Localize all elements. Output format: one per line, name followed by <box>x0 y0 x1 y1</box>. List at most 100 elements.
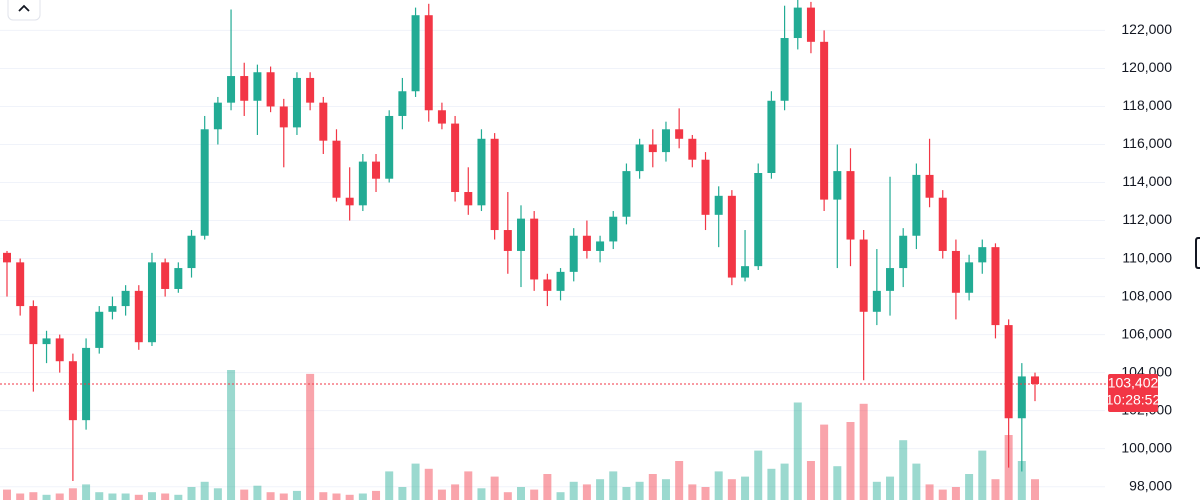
volume-bar <box>121 493 130 500</box>
candle-body <box>3 252 11 263</box>
volume-bar <box>411 463 420 500</box>
candle-body <box>675 129 684 139</box>
volume-bar <box>622 487 631 500</box>
candle-body <box>938 197 947 251</box>
volume-bar <box>266 492 275 500</box>
candle-body <box>582 235 591 251</box>
volume-bar <box>661 479 670 500</box>
volume-bar <box>846 422 855 500</box>
volume-bar <box>477 488 486 500</box>
volume-bar <box>3 489 11 500</box>
volume-bar <box>161 493 170 500</box>
volume-bar <box>582 484 591 500</box>
volume-bar <box>767 468 776 500</box>
volume-bar <box>372 490 381 500</box>
candle-body <box>213 102 222 130</box>
candle-body <box>820 41 829 200</box>
edge-handle[interactable] <box>1195 237 1200 269</box>
volume-bar <box>464 471 473 500</box>
volume-bar <box>872 481 881 500</box>
volume-bar <box>398 487 407 500</box>
candle-body <box>925 174 934 198</box>
candle-body <box>16 262 25 307</box>
candle-body <box>951 250 960 293</box>
candle-body <box>556 271 565 291</box>
volume-bar <box>174 494 183 500</box>
volume-bar <box>345 494 354 500</box>
candle-body <box>345 197 354 206</box>
volume-bar <box>965 474 974 500</box>
volume-bar <box>517 487 525 500</box>
volume-bar <box>490 476 499 500</box>
candle-body <box>569 235 578 272</box>
candle-body <box>912 174 921 236</box>
volume-bar <box>147 492 156 500</box>
volume-bar <box>925 484 934 500</box>
candle-body <box>635 144 644 172</box>
candle-body <box>609 216 618 242</box>
volume-bar <box>503 492 512 500</box>
volume-bar <box>319 492 328 500</box>
candle-body <box>385 115 394 179</box>
button-frame[interactable] <box>7 0 41 21</box>
volume-bar <box>754 450 763 500</box>
candle-body <box>661 129 670 153</box>
volume-bar <box>42 494 51 500</box>
volume-bar <box>16 493 25 500</box>
candle-body <box>872 290 881 312</box>
volume-bar <box>635 481 644 500</box>
candle-body <box>793 7 802 39</box>
volume-bar <box>938 489 947 500</box>
candle-body <box>108 306 117 312</box>
candle-body <box>727 195 736 278</box>
candle-body <box>266 72 275 107</box>
volume-bar <box>55 493 64 500</box>
y-tick-label: 108,000 <box>1121 287 1172 303</box>
candle-body <box>859 239 868 312</box>
volume-bar <box>200 481 209 500</box>
countdown-label: 10:28:52 <box>1106 392 1161 408</box>
collapse-button[interactable] <box>7 0 41 21</box>
volume-bar <box>451 484 460 500</box>
candle-body <box>503 230 512 251</box>
candle-body <box>29 306 38 345</box>
candle-body <box>701 159 710 215</box>
candle-body <box>372 161 381 179</box>
y-tick-label: 110,000 <box>1122 249 1172 265</box>
candle-body <box>227 76 236 103</box>
candle-body <box>187 235 196 269</box>
candle-body <box>477 138 486 206</box>
volume-bar <box>820 424 829 500</box>
volume-bar <box>714 471 723 500</box>
volume-bar <box>793 402 802 500</box>
candle-body <box>464 192 473 206</box>
candle-body <box>42 338 51 345</box>
volume-bar <box>780 463 789 500</box>
candle-body <box>780 38 789 101</box>
y-tick-label: 116,000 <box>1122 135 1172 151</box>
candle-body <box>886 268 895 291</box>
candle-body <box>358 161 367 206</box>
volume-bar <box>833 466 842 500</box>
volume-bar <box>886 476 895 500</box>
candle-body <box>55 338 64 362</box>
volume-bar <box>688 484 697 500</box>
candle-body <box>134 290 143 343</box>
y-tick-label: 112,000 <box>1122 211 1172 227</box>
volume-bar <box>82 484 91 500</box>
candle-body <box>517 218 525 251</box>
candle-body <box>899 235 908 269</box>
y-tick-label: 100,000 <box>1121 439 1172 455</box>
candle-body <box>437 110 446 124</box>
volume-bar <box>253 485 262 500</box>
volume-bar <box>543 474 552 500</box>
volume-bar <box>569 481 578 500</box>
volume-bar <box>385 471 394 500</box>
volume-bar <box>292 490 301 500</box>
volume-bar <box>358 493 367 500</box>
chevron-icon[interactable] <box>18 4 30 12</box>
candle-body <box>332 140 341 198</box>
y-tick-label: 114,000 <box>1122 173 1172 189</box>
volume-bar <box>701 487 710 500</box>
